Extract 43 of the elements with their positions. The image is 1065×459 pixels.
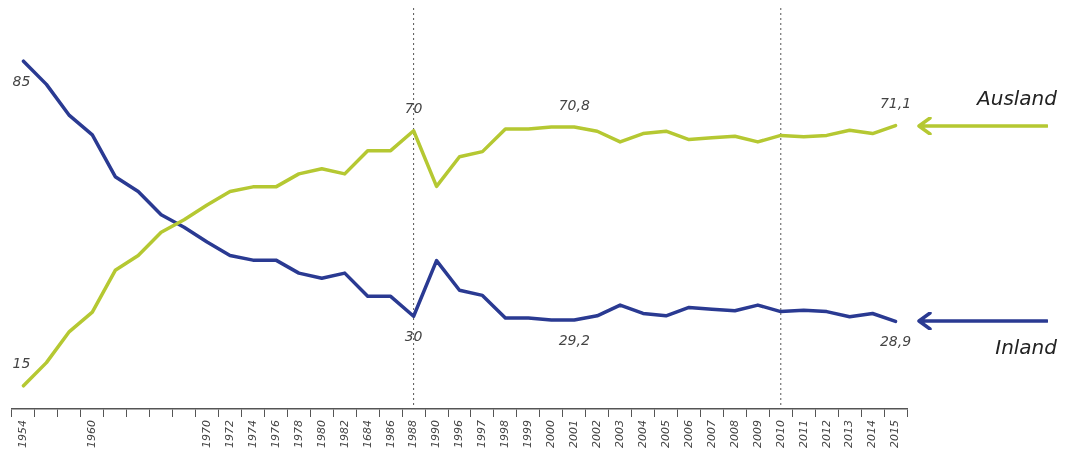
- text: Inland: [995, 335, 1057, 360]
- x-tick-label: 2015: [888, 420, 902, 449]
- x-tick-label: 1996: [452, 420, 466, 449]
- x-tick-label: 2004: [635, 420, 649, 449]
- x-tick-label: 2006: [681, 420, 695, 449]
- x-tick-label: 1684: [360, 420, 374, 449]
- x-tick-label: 2008: [727, 420, 741, 449]
- x-tick-label: 1974: [245, 420, 259, 449]
- x-tick-label: 1960: [85, 420, 99, 449]
- x-tick-label: 1982: [337, 420, 351, 449]
- x-tick-label: 1999: [521, 420, 535, 449]
- x-tick-label: 1988: [406, 420, 420, 449]
- x-tick-label: 1986: [383, 420, 397, 449]
- data-label: 29,2: [558, 331, 590, 348]
- x-tick-label: 2009: [750, 420, 764, 449]
- x-tick-label: 2001: [567, 420, 581, 449]
- x-tick-label: 1976: [268, 420, 282, 449]
- x-tick-label: 1997: [475, 420, 489, 449]
- x-tick-label: 2005: [658, 420, 672, 449]
- data-label: 71,1: [879, 95, 912, 112]
- x-tick-label: 1978: [291, 420, 305, 449]
- data-label: 28,9: [879, 333, 912, 349]
- x-tick-label: 2010: [773, 420, 787, 449]
- x-tick-label: 1970: [199, 420, 213, 449]
- x-tick-label: 2007: [704, 420, 718, 449]
- x-tick-label: 2012: [819, 420, 833, 449]
- x-tick-label: 2014: [865, 420, 879, 449]
- x-tick-label: 1998: [498, 420, 512, 449]
- data-label: 70: [404, 100, 423, 117]
- x-tick-label: 1980: [314, 420, 328, 449]
- x-tick-label: 1990: [429, 420, 443, 449]
- x-tick-label: 2003: [613, 420, 626, 449]
- x-tick-label: 2000: [544, 420, 558, 449]
- x-tick-label: 2011: [796, 420, 810, 449]
- data-label: 15: [12, 355, 31, 372]
- x-tick-label: 2002: [590, 420, 604, 449]
- x-tick-label: 1972: [222, 420, 236, 449]
- data-label: 30: [404, 327, 423, 344]
- data-label: 85: [12, 72, 31, 89]
- text: Ausland: [977, 85, 1057, 110]
- x-tick-label: 1954: [16, 420, 30, 449]
- data-label: 70,8: [558, 96, 590, 113]
- x-tick-label: 2013: [842, 420, 856, 449]
